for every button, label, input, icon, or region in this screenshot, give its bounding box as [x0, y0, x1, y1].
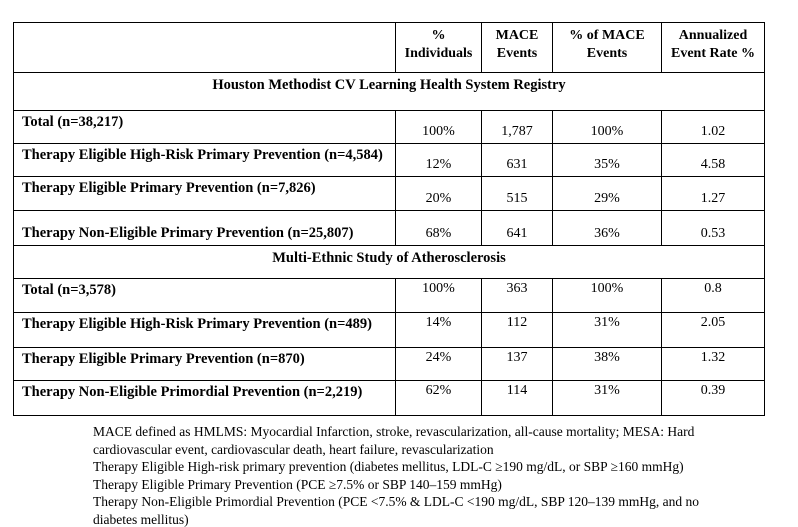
table-row: Total (n=3,578) 100% 363 100% 0.8	[13, 278, 765, 313]
column-header-pct-of-mace-events: % of MACE Events	[552, 22, 662, 73]
cell-value: 12%	[395, 143, 482, 177]
column-header-empty	[13, 22, 396, 73]
cell-value: 100%	[395, 278, 482, 313]
cell-value: 31%	[552, 380, 662, 416]
row-label: Total (n=38,217)	[13, 110, 396, 144]
cell-value: 1.27	[661, 176, 765, 211]
cell-value: 29%	[552, 176, 662, 211]
mace-events-table: % Individuals MACE Events % of MACE Even…	[13, 22, 765, 416]
table-row: Therapy Non-Eligible Primordial Preventi…	[13, 380, 765, 416]
cell-value: 20%	[395, 176, 482, 211]
cell-value: 100%	[552, 278, 662, 313]
cell-value: 641	[481, 210, 553, 246]
cell-value: 0.8	[661, 278, 765, 313]
row-label: Therapy Non-Eligible Primordial Preventi…	[13, 380, 396, 416]
row-label: Therapy Eligible High-Risk Primary Preve…	[13, 143, 396, 177]
column-header-pct-individuals: % Individuals	[395, 22, 482, 73]
section-title: Multi-Ethnic Study of Atherosclerosis	[13, 245, 765, 279]
row-label: Therapy Eligible Primary Prevention (n=7…	[13, 176, 396, 211]
table-row: Total (n=38,217) 100% 1,787 100% 1.02	[13, 110, 765, 144]
cell-value: 4.58	[661, 143, 765, 177]
table-row: Therapy Eligible High-Risk Primary Preve…	[13, 143, 765, 177]
footnote-mace-definition: MACE defined as HMLMS: Myocardial Infarc…	[93, 424, 695, 457]
cell-value: 1.02	[661, 110, 765, 144]
table-row: Therapy Eligible Primary Prevention (n=8…	[13, 347, 765, 381]
cell-value: 100%	[395, 110, 482, 144]
cell-value: 36%	[552, 210, 662, 246]
row-label: Therapy Eligible High-Risk Primary Preve…	[13, 312, 396, 348]
cell-value: 137	[481, 347, 553, 381]
column-header-mace-events: MACE Events	[481, 22, 553, 73]
table-header-row: % Individuals MACE Events % of MACE Even…	[13, 22, 765, 73]
cell-value: 112	[481, 312, 553, 348]
cell-value: 363	[481, 278, 553, 313]
cell-value: 1,787	[481, 110, 553, 144]
section-title: Houston Methodist CV Learning Health Sys…	[13, 72, 765, 111]
cell-value: 100%	[552, 110, 662, 144]
cell-value: 2.05	[661, 312, 765, 348]
cell-value: 631	[481, 143, 553, 177]
table-row: Therapy Non-Eligible Primary Prevention …	[13, 210, 765, 246]
cell-value: 62%	[395, 380, 482, 416]
section-banner-row: Multi-Ethnic Study of Atherosclerosis	[13, 245, 765, 279]
cell-value: 14%	[395, 312, 482, 348]
cell-value: 515	[481, 176, 553, 211]
footnote-non-eligible-primordial-definition: Therapy Non-Eligible Primordial Preventi…	[93, 494, 700, 527]
column-header-annualized-event-rate: Annualized Event Rate %	[661, 22, 765, 73]
cell-value: 35%	[552, 143, 662, 177]
section-banner-row: Houston Methodist CV Learning Health Sys…	[13, 72, 765, 111]
cell-value: 0.39	[661, 380, 765, 416]
footnotes: MACE defined as HMLMS: Myocardial Infarc…	[93, 423, 745, 527]
cell-value: 31%	[552, 312, 662, 348]
table-row: Therapy Eligible Primary Prevention (n=7…	[13, 176, 765, 211]
cell-value: 68%	[395, 210, 482, 246]
table-row: Therapy Eligible High-Risk Primary Preve…	[13, 312, 765, 348]
row-label: Therapy Non-Eligible Primary Prevention …	[13, 210, 396, 246]
footnote-high-risk-definition: Therapy Eligible High-risk primary preve…	[93, 459, 684, 475]
cell-value: 0.53	[661, 210, 765, 246]
row-label: Total (n=3,578)	[13, 278, 396, 313]
cell-value: 24%	[395, 347, 482, 381]
footnote-eligible-primary-definition: Therapy Eligible Primary Prevention (PCE…	[93, 476, 502, 492]
cell-value: 114	[481, 380, 553, 416]
cell-value: 1.32	[661, 347, 765, 381]
row-label: Therapy Eligible Primary Prevention (n=8…	[13, 347, 396, 381]
cell-value: 38%	[552, 347, 662, 381]
